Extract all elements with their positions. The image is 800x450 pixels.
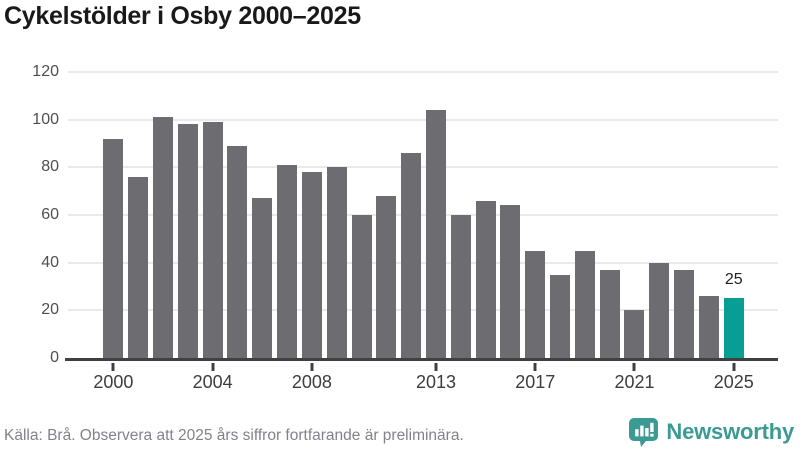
bar-slot-2017: 2017 xyxy=(515,72,555,392)
x-tick-mark-2004 xyxy=(211,363,215,371)
bar-slot-2002 xyxy=(151,72,176,358)
bar-slot-2006 xyxy=(250,72,275,358)
x-tick-label-2008: 2008 xyxy=(291,372,332,392)
bar-slot-2013: 2013 xyxy=(416,72,456,392)
chart-title: Cykelstölder i Osby 2000–2025 xyxy=(4,2,361,30)
value-label-2025: 25 xyxy=(724,271,743,289)
bar-slot-2008: 2008 xyxy=(292,72,332,392)
bar-2015 xyxy=(475,200,496,358)
y-tick-label-60: 60 xyxy=(41,206,59,223)
gridline-20 xyxy=(68,309,778,312)
brand-name: Newsworthy xyxy=(666,419,794,444)
x-tick-mark-2013 xyxy=(434,363,438,371)
bar-2008 xyxy=(301,172,322,358)
bar-2022 xyxy=(649,262,670,358)
x-axis-line xyxy=(65,358,778,361)
bar-2000 xyxy=(103,138,124,358)
x-tick-label-2013: 2013 xyxy=(415,372,456,392)
bar-slot-2012 xyxy=(399,72,424,358)
bar-slot-2025: 2025 25 xyxy=(714,72,754,392)
bar-slot-2021: 2021 xyxy=(614,72,654,392)
y-tick-label-40: 40 xyxy=(41,253,59,271)
bar-2019 xyxy=(574,250,595,358)
bar-2009 xyxy=(326,167,347,358)
x-tick-label-2017: 2017 xyxy=(515,372,556,392)
bar-slot-2003 xyxy=(175,72,200,358)
bar-slot-2001 xyxy=(126,72,151,358)
y-tick-label-120: 120 xyxy=(32,63,59,80)
bar-slot-2015 xyxy=(473,72,498,358)
bar-2017 xyxy=(525,250,546,358)
x-tick-mark-2025 xyxy=(732,363,736,371)
bar-slot-2011 xyxy=(374,72,399,358)
gridline-40 xyxy=(68,261,778,264)
bar-2023 xyxy=(674,269,695,358)
bar-2002 xyxy=(153,117,174,358)
bar-2025 xyxy=(723,298,744,358)
bar-2004 xyxy=(202,122,223,358)
bar-2010 xyxy=(351,215,372,358)
bar-2011 xyxy=(376,195,397,358)
x-tick-label-2025: 2025 xyxy=(713,372,754,392)
y-tick-label-80: 80 xyxy=(41,158,59,176)
newsworthy-logo: Newsworthy xyxy=(628,417,794,447)
x-tick-mark-2017 xyxy=(533,363,537,371)
y-tick-label-100: 100 xyxy=(32,110,59,128)
speech-bubble-bar-chart-icon xyxy=(628,417,659,447)
x-tick-mark-2021 xyxy=(632,363,636,371)
source-note: Källa: Brå. Observera att 2025 års siffr… xyxy=(4,427,464,444)
bar-2006 xyxy=(252,198,273,358)
bar-slot-2007 xyxy=(275,72,300,358)
gridline-120 xyxy=(68,71,778,73)
bar-slot-2018 xyxy=(548,72,573,358)
x-tick-mark-2008 xyxy=(310,363,314,371)
bar-slot-2009 xyxy=(324,72,349,358)
bar-2014 xyxy=(450,215,471,358)
bar-slot-2010 xyxy=(349,72,374,358)
x-tick-label-2004: 2004 xyxy=(192,372,233,392)
gridline-100 xyxy=(68,118,778,121)
bars-row: 2000 2004 2008 2013 2017 2021 2025 25 xyxy=(93,72,754,392)
bar-2012 xyxy=(401,153,422,358)
bar-slot-2020 xyxy=(597,72,622,358)
y-tick-label-0: 0 xyxy=(50,349,59,366)
bar-slot-2023 xyxy=(672,72,697,358)
x-tick-mark-2000 xyxy=(111,363,115,371)
bar-slot-2022 xyxy=(647,72,672,358)
bar-slot-2014 xyxy=(448,72,473,358)
gridline-60 xyxy=(68,214,778,216)
gridline-80 xyxy=(68,166,778,169)
bar-slot-2004: 2004 xyxy=(193,72,233,392)
bar-slot-2016 xyxy=(498,72,523,358)
bar-2001 xyxy=(128,176,149,358)
bar-2003 xyxy=(177,124,198,358)
x-tick-label-2000: 2000 xyxy=(93,372,134,392)
bar-2007 xyxy=(277,164,298,358)
x-tick-label-2021: 2021 xyxy=(614,372,655,392)
bar-slot-2019 xyxy=(572,72,597,358)
bar-slot-2000: 2000 xyxy=(93,72,133,392)
plot-area: 0 20 40 60 80 100 120 2000 2004 2008 2013 2017 2021… xyxy=(32,63,778,392)
y-tick-label-20: 20 xyxy=(41,301,59,319)
bar-2013 xyxy=(425,110,446,358)
bar-slot-2024 xyxy=(697,72,722,358)
bar-2024 xyxy=(698,296,719,358)
bar-2005 xyxy=(227,145,248,358)
bar-2018 xyxy=(550,274,571,358)
bar-2021 xyxy=(624,310,645,358)
bar-2020 xyxy=(599,269,620,358)
bar-2016 xyxy=(500,205,521,358)
bar-slot-2005 xyxy=(225,72,250,358)
